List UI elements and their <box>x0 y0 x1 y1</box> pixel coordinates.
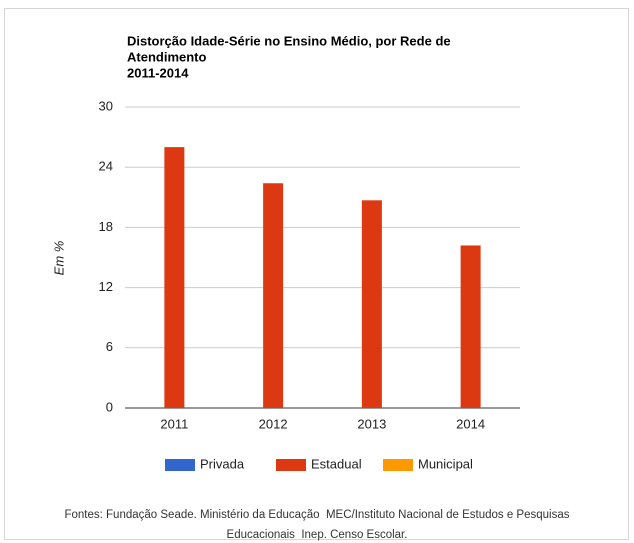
bar <box>361 200 382 408</box>
source: Fontes: Fundação Seade. Ministério da Ed… <box>64 509 569 521</box>
bar <box>460 245 481 408</box>
legend-swatch <box>165 459 195 471</box>
chart-title: Distorção Idade-Série no Ensino Médio, p… <box>127 33 451 48</box>
legend-label: Privada <box>200 456 245 471</box>
y-axis-label: Em % <box>51 241 66 276</box>
y-tick-label: 24 <box>99 159 113 174</box>
x-tick-label: 2011 <box>160 416 188 431</box>
y-tick-label: 12 <box>99 279 113 294</box>
x-tick-label: 2012 <box>259 416 288 431</box>
bar <box>164 147 185 408</box>
y-tick-label: 30 <box>99 98 113 113</box>
legend-label: Municipal <box>418 456 473 471</box>
y-tick-label: 18 <box>99 219 113 234</box>
y-tick-label: 6 <box>106 339 113 354</box>
x-tick-label: 2014 <box>456 416 485 431</box>
y-tick-label: 0 <box>106 399 113 414</box>
legend-swatch <box>383 459 413 471</box>
frame <box>4 8 629 540</box>
legend-label: Estadual <box>311 456 362 471</box>
source: Educacionais Inep. Censo Escolar. <box>227 529 408 541</box>
chart-subtitle: 2011-2014 <box>127 65 189 80</box>
x-tick-label: 2013 <box>357 416 386 431</box>
bar <box>263 183 284 408</box>
chart-title: Atendimento <box>127 49 207 64</box>
legend-swatch <box>276 459 306 471</box>
